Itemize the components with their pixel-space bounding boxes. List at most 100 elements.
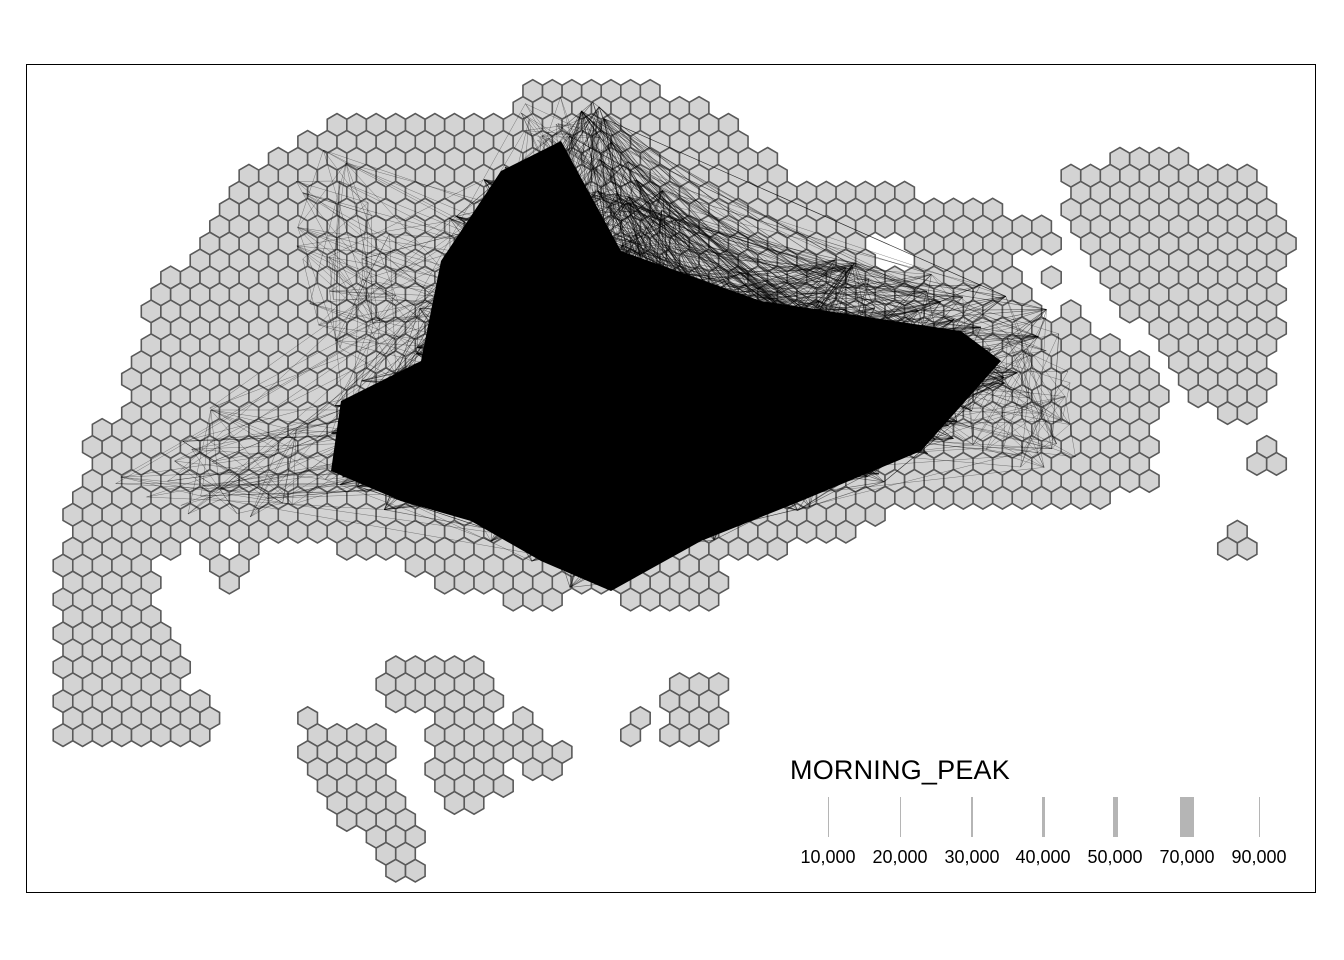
flow-line [502, 309, 762, 351]
flow-line [651, 396, 1066, 505]
flow-line [487, 467, 1045, 530]
flow-line [570, 133, 600, 138]
flow-line [590, 164, 820, 302]
flow-line [329, 217, 450, 292]
flow-line [483, 293, 550, 327]
flow-line [972, 317, 1046, 445]
flow-line [525, 103, 767, 415]
flow-line [557, 306, 599, 542]
flow-line [620, 378, 654, 570]
flow-line [362, 279, 381, 321]
flow-line [282, 429, 297, 504]
flow-line [373, 301, 398, 324]
flow-line [120, 284, 457, 478]
flow-line [574, 152, 612, 255]
flow-line [350, 361, 657, 464]
flow-line [486, 125, 585, 464]
flow-line [297, 227, 552, 417]
flow-line [361, 314, 637, 382]
flow-line [782, 350, 1076, 457]
flow-line [362, 279, 396, 296]
flow-line [345, 162, 742, 274]
flow-line [768, 394, 910, 428]
flow-line [558, 161, 659, 286]
flow-line [622, 244, 934, 409]
flow-line [603, 118, 827, 457]
flow-line [174, 460, 238, 514]
hexagon-cell [1070, 485, 1092, 511]
hexagon-cell [913, 485, 935, 511]
flow-line [386, 407, 770, 469]
hexagon-cell [698, 722, 720, 748]
hexagon-cell [1089, 485, 1111, 511]
flow-line [711, 460, 727, 531]
flow-line [518, 135, 570, 431]
flow-line [283, 355, 853, 496]
flow-line [191, 310, 919, 450]
flow-line [624, 341, 630, 417]
flow-line [596, 168, 782, 451]
flow-line [517, 202, 669, 292]
flow-line [653, 378, 958, 422]
flow-line [182, 441, 283, 504]
hexagon-cell [747, 536, 769, 561]
flow-line [395, 295, 399, 302]
hexagon-cell [766, 536, 788, 561]
flow-line [267, 219, 676, 499]
flow-line [250, 190, 663, 517]
flow-line [331, 318, 372, 434]
legend-line-swatch [899, 797, 901, 837]
flow-line [182, 441, 283, 504]
flow-line [711, 443, 1057, 531]
flow-line [548, 137, 615, 185]
flow-line [561, 301, 727, 461]
flow-line [335, 323, 374, 341]
flow-line [604, 239, 717, 410]
flow-line [505, 167, 941, 303]
flow-line [292, 395, 644, 505]
flow-line [349, 294, 360, 463]
flow-line [331, 342, 857, 434]
flow-line [524, 111, 599, 370]
flow-line [490, 400, 835, 542]
flow-line [361, 258, 374, 324]
flow-line [673, 345, 1052, 450]
flow-line [331, 433, 555, 442]
flow-line [267, 371, 844, 499]
flow-line [361, 258, 363, 280]
flow-line [490, 370, 680, 542]
hexagon-cell [1236, 400, 1258, 426]
flow-line [350, 384, 798, 464]
hexagon-cell [620, 587, 642, 612]
flow-line [386, 306, 599, 408]
flow-line [505, 356, 564, 423]
flow-line [972, 407, 1029, 445]
flow-line [686, 395, 949, 417]
flow-line [449, 218, 453, 437]
flow-line [1003, 446, 1038, 454]
map-panel [26, 64, 1316, 893]
flow-line [1020, 371, 1069, 456]
flow-line [556, 199, 846, 269]
flow-line [569, 116, 587, 135]
flow-line [548, 137, 597, 170]
flow-line [507, 437, 676, 534]
flow-line [628, 313, 787, 528]
hexagon-cell [1187, 383, 1209, 409]
flow-line [329, 291, 351, 463]
flow-line [371, 318, 767, 415]
flow-line [1038, 309, 1047, 337]
flow-line [953, 319, 1057, 444]
flow-line [296, 245, 367, 298]
flow-line [635, 179, 824, 309]
flow-line [335, 318, 372, 341]
flow-line [399, 443, 637, 473]
hexagon-cell [991, 485, 1014, 511]
flow-line [297, 227, 879, 438]
flow-line [463, 196, 630, 280]
flow-line [1006, 338, 1030, 398]
hexagon-cell [218, 570, 240, 595]
flow-line [449, 253, 509, 361]
flow-line [329, 290, 367, 298]
flow-line [487, 264, 853, 530]
